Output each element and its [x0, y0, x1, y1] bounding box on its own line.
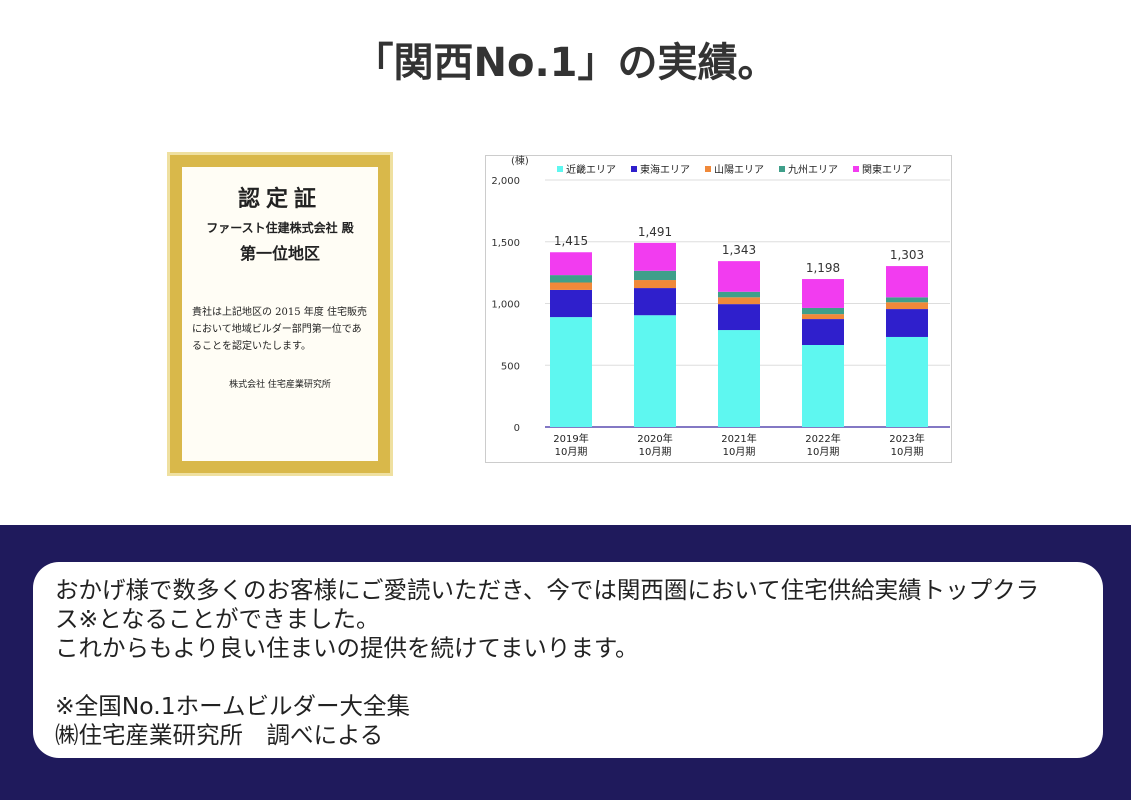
bar-segment — [802, 279, 844, 308]
x-tick-label: 2022年 — [805, 432, 840, 445]
cert-issuer: 株式会社 住宅産業研究所 — [229, 380, 331, 390]
cert-statement: 貴社は上記地区の 2015 年度 住宅販売において地域ビルダー部門第一位であるこ… — [192, 307, 367, 352]
legend-swatch — [779, 166, 785, 172]
bar-segment — [718, 330, 760, 427]
legend-label: 九州エリア — [788, 164, 838, 176]
bar-segment — [634, 270, 676, 281]
total-label: 1,343 — [722, 243, 756, 257]
note: ㈱住宅産業研究所 調べによる — [55, 721, 384, 749]
x-tick-label: 10月期 — [891, 446, 924, 458]
legend-swatch — [557, 166, 563, 172]
total-label: 1,491 — [638, 225, 672, 239]
bar-segment — [886, 266, 928, 298]
x-tick-label: 2023年 — [889, 432, 924, 445]
legend-swatch — [853, 166, 859, 172]
bar-segment — [886, 297, 928, 303]
bar-segment — [550, 289, 592, 318]
x-tick-label: 2021年 — [721, 432, 756, 445]
message-box: おかげ様で数多くのお客様にご愛読いただき、今では関西圏において住宅供給実績トップ… — [33, 562, 1103, 758]
bar-segment — [802, 344, 844, 427]
legend-swatch — [705, 166, 711, 172]
cert-recipient: ファースト住建株式会社 殿 — [206, 221, 354, 235]
bar-segment — [802, 307, 844, 315]
legend-label: 東海エリア — [640, 163, 690, 176]
y-tick-label: 0 — [514, 423, 520, 434]
bar-segment — [886, 336, 928, 427]
legend-label: 山陽エリア — [714, 164, 764, 176]
bar-segment — [802, 319, 844, 345]
legend-label: 関東エリア — [862, 163, 912, 176]
bar-segment — [550, 252, 592, 276]
bar-segment — [886, 309, 928, 337]
total-label: 1,198 — [806, 261, 840, 275]
bar-segment — [634, 288, 676, 316]
legend-label: 近畿エリア — [566, 163, 616, 176]
x-tick-label: 10月期 — [639, 446, 672, 458]
bar-segment — [550, 275, 592, 283]
total-label: 1,303 — [890, 248, 924, 262]
bar-segment — [550, 317, 592, 427]
x-tick-label: 2019年 — [553, 432, 588, 445]
y-tick-label: 1,000 — [491, 300, 520, 311]
bar-segment — [718, 297, 760, 305]
x-tick-label: 2020年 — [637, 432, 672, 445]
paragraph: これからもより良い住まいの提供を続けてまいります。 — [55, 634, 639, 662]
bar-segment — [718, 304, 760, 331]
legend-swatch — [631, 166, 637, 172]
bar-segment — [886, 302, 928, 310]
bar-segment — [550, 282, 592, 290]
y-tick-label: 500 — [501, 361, 520, 372]
bar-segment — [634, 280, 676, 289]
note: ※全国No.1ホームビルダー大全集 — [55, 692, 410, 720]
chart: (棟) 0 500 1,000 1,500 2,000 近畿エリア 東海エリア 山陽エリア 九州… — [485, 155, 952, 463]
bar-segment — [718, 261, 760, 292]
y-tick-label: 1,500 — [491, 238, 520, 249]
bar-segment — [634, 315, 676, 427]
bar-segment — [802, 314, 844, 320]
total-label: 1,415 — [554, 234, 588, 248]
paragraph: おかげ様で数多くのお客様にご愛読いただき、今では関西圏において住宅供給実績トップ… — [55, 576, 1040, 633]
page-title: 「関西No.1」の実績。 — [353, 40, 778, 86]
y-tick-label: 2,000 — [491, 176, 520, 187]
x-tick-label: 10月期 — [723, 446, 756, 458]
x-tick-label: 10月期 — [555, 446, 588, 458]
x-tick-label: 10月期 — [807, 446, 840, 458]
bar-segment — [718, 291, 760, 298]
y-unit: (棟) — [511, 155, 529, 167]
cert-heading: 第一位地区 — [239, 244, 320, 263]
certificate: 認定証 ファースト住建株式会社 殿 第一位地区 貴社は上記地区の 2015 年度… — [167, 152, 393, 476]
cert-title: 認定証 — [237, 186, 322, 212]
bar-segment — [634, 242, 676, 271]
